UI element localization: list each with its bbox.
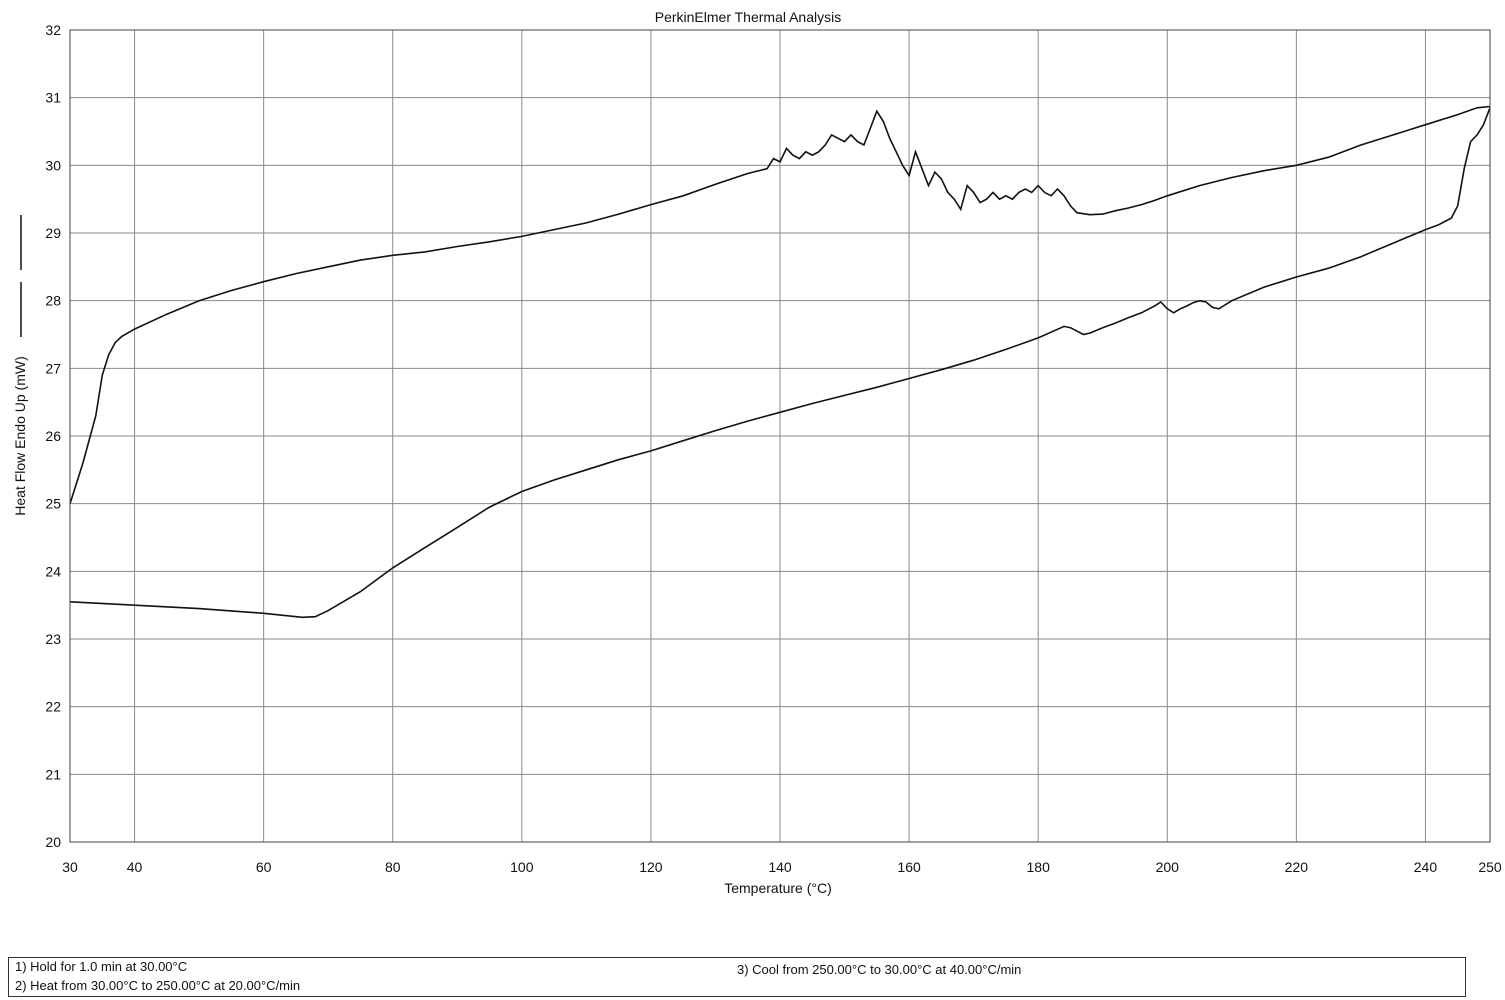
grid-lines bbox=[69, 29, 1491, 843]
y-tick-label: 30 bbox=[45, 157, 61, 173]
y-tick-label: 27 bbox=[45, 360, 61, 376]
x-tick-label: 220 bbox=[1285, 859, 1309, 875]
x-tick-label: 250 bbox=[1478, 859, 1502, 875]
y-tick-label: 28 bbox=[45, 293, 61, 309]
method-step-1: 1) Hold for 1.0 min at 30.00°C bbox=[15, 959, 188, 974]
y-tick-label: 22 bbox=[45, 699, 61, 715]
x-tick-label: 200 bbox=[1156, 859, 1180, 875]
x-tick-label: 120 bbox=[639, 859, 663, 875]
method-step-3: 3) Cool from 250.00°C to 30.00°C at 40.0… bbox=[737, 962, 1022, 977]
x-axis-ticks: 30 40 60 80 100 120 140 160 180 200 220 240 250 bbox=[62, 859, 1502, 875]
x-tick-label: 30 bbox=[62, 859, 78, 875]
x-tick-label: 160 bbox=[897, 859, 921, 875]
plot-curves bbox=[69, 105, 1491, 619]
method-step-2: 2) Heat from 30.00°C to 250.00°C at 20.0… bbox=[15, 978, 301, 993]
y-tick-label: 24 bbox=[45, 563, 61, 579]
plot-frame bbox=[69, 29, 1491, 843]
y-tick-label: 25 bbox=[45, 496, 61, 512]
x-tick-label: 80 bbox=[385, 859, 401, 875]
x-axis-label: Temperature (°C) bbox=[724, 880, 832, 896]
y-tick-label: 26 bbox=[45, 428, 61, 444]
x-tick-label: 100 bbox=[510, 859, 534, 875]
y-axis-label-group: Heat Flow Endo Up (mW) bbox=[12, 215, 28, 516]
upper-curve-line bbox=[69, 105, 1491, 504]
y-axis-label: Heat Flow Endo Up (mW) bbox=[12, 356, 28, 515]
x-tick-label: 180 bbox=[1027, 859, 1051, 875]
x-tick-label: 40 bbox=[127, 859, 143, 875]
x-tick-label: 240 bbox=[1414, 859, 1438, 875]
lower-curve-line bbox=[69, 107, 1491, 619]
y-tick-label: 21 bbox=[45, 766, 61, 782]
y-tick-label: 20 bbox=[45, 834, 61, 850]
method-steps-box: 1) Hold for 1.0 min at 30.00°C 2) Heat f… bbox=[8, 957, 1466, 997]
chart-title: PerkinElmer Thermal Analysis bbox=[655, 9, 841, 25]
y-tick-label: 32 bbox=[45, 22, 61, 38]
x-tick-label: 140 bbox=[768, 859, 792, 875]
thermal-analysis-chart: PerkinElmer Thermal Analysis 20212223242… bbox=[12, 9, 1502, 896]
y-tick-label: 29 bbox=[45, 225, 61, 241]
x-tick-label: 60 bbox=[256, 859, 272, 875]
y-axis-ticks: 20 21 22 23 24 25 26 27 28 29 30 31 32 bbox=[45, 22, 61, 850]
y-tick-label: 31 bbox=[45, 90, 61, 106]
y-tick-label: 23 bbox=[45, 631, 61, 647]
